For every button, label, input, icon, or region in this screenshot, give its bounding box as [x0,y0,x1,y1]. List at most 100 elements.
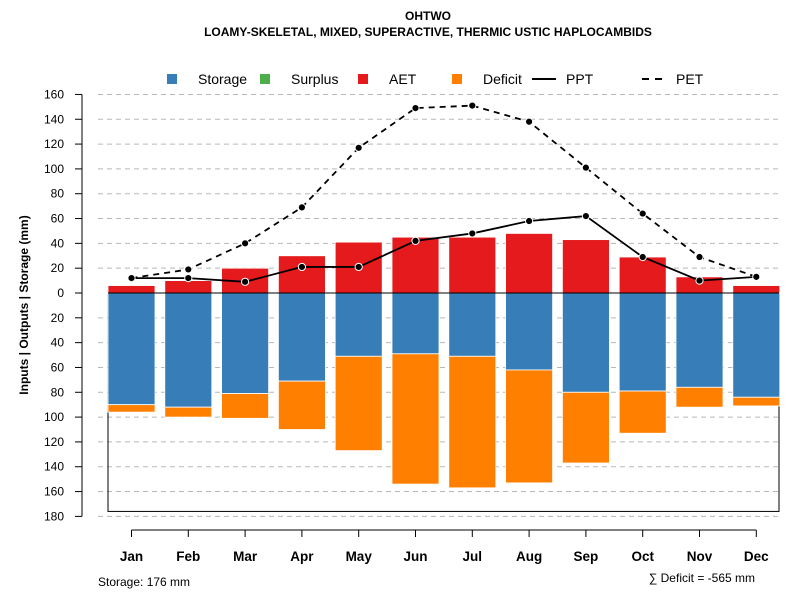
pet-point-jun [411,103,420,113]
deficit-bar-dec [732,396,781,407]
series-lines [127,101,761,286]
y-tick-label: 40 [51,336,65,350]
ppt-point-nov [695,276,704,285]
storage-footer: Storage: 176 mm [98,575,190,589]
storage-bar-jan [107,292,156,406]
deficit-bar-feb [164,406,213,418]
x-tick-label-jan: Jan [120,549,143,564]
y-tick-label: 120 [44,137,64,151]
y-axis: 160 140 120 100 80 60 40 20 0 20 40 60 80 100 120 140 16… [44,87,83,523]
ppt-point-sep [581,211,591,221]
aet-bar-aug [505,233,554,294]
storage-legend-label: Storage [198,71,247,87]
deficit-bar-nov [675,386,724,408]
deficit-bar-mar [221,393,270,419]
aet-bar-sep [562,239,610,294]
pet-legend-label: PET [676,71,704,87]
ppt-point-feb [184,274,193,283]
storage-bar-oct [618,292,667,392]
pet-point-sep [581,163,591,172]
y-tick-label: 140 [44,112,64,126]
aet-legend-label: AET [389,71,417,87]
storage-bar-aug [505,292,554,371]
deficit-bar-aug [505,369,554,484]
ppt-point-jun [411,236,420,245]
ppt-legend-label: PPT [566,71,594,87]
y-tick-label: 20 [51,261,65,275]
y-tick-label: 40 [51,236,65,250]
x-tick-label-jun: Jun [403,549,427,564]
surplus-legend-key [260,74,270,84]
ppt-point-apr [297,262,306,272]
chart-subtitle: LOAMY-SKELETAL, MIXED, SUPERACTIVE, THER… [204,25,652,39]
y-tick-label: 80 [51,385,65,399]
y-tick-label: 60 [51,360,65,374]
pet-point-oct [638,209,647,218]
storage-bar-dec [732,292,781,398]
x-tick-label-feb: Feb [176,549,200,564]
pet-line [131,104,757,279]
ppt-point-jul [468,229,477,238]
gridlines [98,93,782,517]
deficit-legend-label: Deficit [483,71,522,87]
x-tick-label-aug: Aug [516,549,542,564]
aet-bar-dec [732,285,781,294]
x-tick-label-dec: Dec [744,549,769,564]
aet-bar-jan [107,285,156,294]
x-tick-label-jul: Jul [463,549,483,564]
y-axis-label: Inputs | Outputs | Storage (mm) [17,215,31,394]
pet-point-may [354,143,363,152]
y-tick-label: 140 [44,460,64,474]
x-tick-label-may: May [346,549,373,564]
ppt-point-oct [638,252,647,262]
pet-point-mar [241,239,250,248]
aet-bar-jun [391,236,440,294]
aet-legend-key [358,74,368,84]
deficit-bar-jun [391,353,440,485]
y-tick-label: 60 [51,212,65,226]
y-tick-label: 20 [51,311,65,325]
pet-point-apr [297,203,306,212]
storage-bar-apr [277,292,326,382]
deficit-bar-oct [618,390,667,434]
legend: Storage Surplus AET Deficit PPT PET [167,71,704,87]
y-tick-label: 160 [44,485,64,499]
y-tick-label: 0 [57,286,64,300]
aet-bar-feb [164,280,213,294]
x-axis: Jan Feb Mar Apr May Jun Jul Aug Sep Oct Nov Dec [120,529,769,564]
aet-bar-apr [277,255,326,294]
y-tick-label: 160 [44,87,64,101]
y-tick-label: 80 [51,187,65,201]
aet-bar-jul [448,236,497,294]
ppt-point-mar [241,277,250,286]
deficit-legend-key [452,74,462,84]
storage-bar-nov [675,292,724,388]
ppt-point-jan [127,274,136,283]
x-tick-label-nov: Nov [687,549,713,564]
pet-point-jul [468,101,477,110]
ppt-point-may [354,262,363,272]
pet-point-nov [695,252,704,262]
deficit-footer: ∑ Deficit = -565 mm [649,571,755,585]
bars [107,233,781,512]
deficit-bar-jan [107,404,156,413]
storage-bar-jun [391,292,440,355]
ppt-point-dec [752,272,761,281]
pet-point-aug [525,117,534,126]
ppt-point-aug [525,216,534,226]
storage-bar-sep [562,292,610,393]
x-tick-label-apr: Apr [290,549,314,564]
deficit-bar-may [334,355,383,452]
storage-bar-mar [221,292,270,394]
y-tick-label: 100 [44,162,64,176]
y-tick-label: 100 [44,410,64,424]
aet-bar-oct [618,256,667,294]
storage-bar-jul [448,292,497,357]
pet-point-feb [184,265,193,274]
ppt-line [131,215,757,283]
x-tick-label-sep: Sep [574,549,599,564]
storage-legend-key [167,74,177,84]
surplus-legend-label: Surplus [291,71,338,87]
deficit-bar-apr [277,380,326,430]
